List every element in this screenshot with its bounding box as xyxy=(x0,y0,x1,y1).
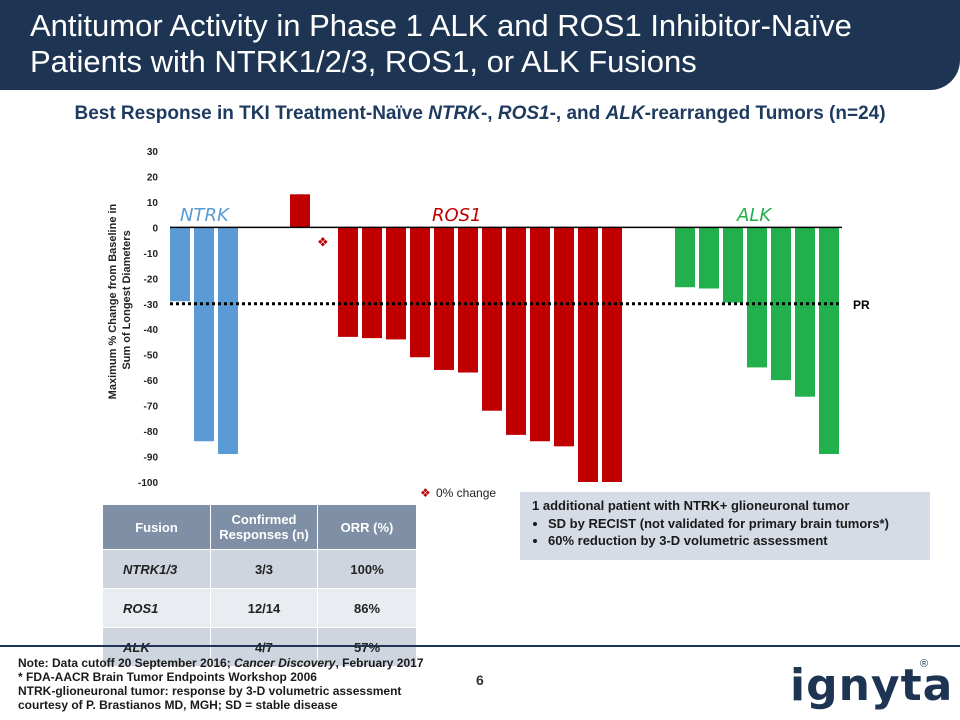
footnote-line-3: NTRK-glioneuronal tumor: response by 3-D… xyxy=(18,684,402,698)
bar-ros1 xyxy=(434,227,454,370)
bar-ros1 xyxy=(578,227,598,482)
subtitle-ros1: ROS1 xyxy=(497,103,550,124)
footnote-line-1: Note: Data cutoff 20 September 2016; Can… xyxy=(18,656,424,670)
zero-change-legend-marker: ❖ xyxy=(420,486,431,500)
footnote-line-1-a: Note: Data cutoff 20 September 2016; xyxy=(18,656,235,670)
note-heading: 1 additional patient with NTRK+ glioneur… xyxy=(532,498,850,513)
table-cell: ALK xyxy=(102,627,211,667)
y-axis-ticks: 30 20 10 0 -10 -20 -30 -40 -50 -60 -70 -80 -90 -100 xyxy=(138,147,158,489)
subtitle-part-2: -, xyxy=(480,103,498,124)
subtitle-part-3: -, and xyxy=(549,103,606,124)
table-cell: ROS1 xyxy=(102,588,211,628)
y-tick-label: 30 xyxy=(147,147,159,158)
bar-alk xyxy=(699,227,719,289)
zero-change-legend-label: 0% change xyxy=(436,486,496,500)
table-cell: 3/3 xyxy=(210,549,318,589)
footnote-line-2: * FDA-AACR Brain Tumor Endpoints Worksho… xyxy=(18,670,317,684)
bar-alk xyxy=(819,227,839,454)
bar-alk xyxy=(675,227,695,288)
table-row: ROS1 12/14 86% xyxy=(102,588,417,628)
y-tick-label: 20 xyxy=(147,172,159,183)
note-bullet: SD by RECIST (not validated for primary … xyxy=(548,516,930,531)
table-cell: NTRK1/3 xyxy=(102,549,211,589)
table-cell: 4/7 xyxy=(210,627,318,667)
glioneuronal-note-box: 1 additional patient with NTRK+ glioneur… xyxy=(520,492,930,560)
table-cell: 12/14 xyxy=(210,588,318,628)
y-tick-label: -80 xyxy=(144,427,159,438)
bar-ros1 xyxy=(458,227,478,373)
table-row: NTRK1/3 3/3 100% xyxy=(102,549,417,589)
title-line-2: Patients with NTRK1/2/3, ROS1, or ALK Fu… xyxy=(30,44,697,79)
y-tick-label: 0 xyxy=(152,223,158,234)
y-axis-label: Maximum % Change from Baseline in Sum of… xyxy=(107,201,133,400)
bar-alk xyxy=(723,227,743,303)
bar-ros1 xyxy=(338,227,358,337)
group-label-ntrk: NTRK xyxy=(180,205,230,226)
bar-alk xyxy=(771,227,791,381)
group-label-ros1: ROS1 xyxy=(432,205,482,226)
footnote: Note: Data cutoff 20 September 2016; Can… xyxy=(18,656,424,712)
note-bullets: SD by RECIST (not validated for primary … xyxy=(532,516,930,548)
y-tick-label: -20 xyxy=(144,274,159,285)
group-labels: NTRK ROS1 ALK xyxy=(180,205,772,226)
y-tick-label: -40 xyxy=(144,325,159,336)
bar-ros1 xyxy=(554,227,574,447)
bars xyxy=(170,194,839,482)
slide-title: Antitumor Activity in Phase 1 ALK and RO… xyxy=(30,8,930,80)
bar-ros1 xyxy=(482,227,502,411)
y-tick-label: -50 xyxy=(144,351,159,362)
bar-ntrk xyxy=(218,227,238,454)
footnote-journal: Cancer Discovery xyxy=(234,656,336,670)
page-number: 6 xyxy=(476,672,484,688)
bar-alk xyxy=(747,227,767,368)
y-tick-label: -100 xyxy=(138,478,158,489)
waterfall-chart: 30 20 10 0 -10 -20 -30 -40 -50 -60 -70 -80 -90 -100 P… xyxy=(107,147,870,500)
bar-ntrk xyxy=(170,227,190,302)
y-tick-label: -60 xyxy=(144,376,159,387)
y-tick-label: -90 xyxy=(144,453,159,464)
chart-subtitle: Best Response in TKI Treatment-Naïve NTR… xyxy=(20,100,940,127)
zero-change-marker: ❖ xyxy=(317,235,329,250)
bar-ros1 xyxy=(410,227,430,358)
y-tick-label: -30 xyxy=(144,300,159,311)
footnote-line-1-c: , February 2017 xyxy=(335,656,424,670)
subtitle-part-4: -rearranged Tumors (n=24) xyxy=(644,103,886,124)
bar-ros1 xyxy=(362,227,382,339)
table-header-row: Fusion Confirmed Responses (n) ORR (%) xyxy=(102,504,417,550)
title-line-1: Antitumor Activity in Phase 1 ALK and RO… xyxy=(30,8,852,43)
bar-ros1 xyxy=(530,227,550,442)
bar-ros1 xyxy=(290,194,310,228)
y-axis-label-line-1: Maximum % Change from Baseline in xyxy=(107,203,119,399)
table-cell: 86% xyxy=(317,588,417,628)
footer-divider xyxy=(0,645,960,647)
bar-ros1 xyxy=(386,227,406,340)
table-header-orr: ORR (%) xyxy=(317,504,417,550)
subtitle-part-1: Best Response in TKI Treatment-Naïve xyxy=(74,103,429,124)
table-row: ALK 4/7 57% xyxy=(102,627,417,667)
footnote-line-4: courtesy of P. Brastianos MD, MGH; SD = … xyxy=(18,698,338,712)
bar-ros1 xyxy=(602,227,622,482)
subtitle-ntrk: NTRK xyxy=(428,103,481,124)
table-cell: 100% xyxy=(317,549,417,589)
y-tick-label: -10 xyxy=(144,249,159,260)
bar-ros1 xyxy=(506,227,526,435)
response-table: Fusion Confirmed Responses (n) ORR (%) N… xyxy=(102,504,417,667)
subtitle-alk: ALK xyxy=(605,103,645,124)
ignyta-logo: ignyta xyxy=(790,660,954,711)
group-label-alk: ALK xyxy=(736,205,772,226)
bar-alk xyxy=(795,227,815,397)
y-tick-label: -70 xyxy=(144,402,159,413)
y-axis-label-line-2: Sum of Longest Diameters xyxy=(121,230,133,369)
y-tick-label: 10 xyxy=(147,198,159,209)
note-bullet: 60% reduction by 3-D volumetric assessme… xyxy=(548,533,930,548)
bar-ntrk xyxy=(194,227,214,442)
table-cell: 57% xyxy=(317,627,417,667)
registered-mark: ® xyxy=(920,658,929,670)
title-bar: Antitumor Activity in Phase 1 ALK and RO… xyxy=(0,0,960,90)
table-header-fusion: Fusion xyxy=(102,504,211,550)
pr-label: PR xyxy=(853,298,870,312)
table-header-responses: Confirmed Responses (n) xyxy=(210,504,318,550)
